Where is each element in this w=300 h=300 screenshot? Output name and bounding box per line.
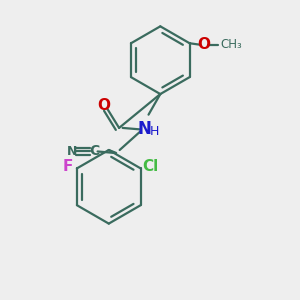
- Text: H: H: [150, 125, 159, 138]
- Text: Cl: Cl: [142, 158, 158, 173]
- Text: O: O: [197, 37, 210, 52]
- Text: N: N: [137, 120, 151, 138]
- Text: N: N: [67, 145, 77, 158]
- Text: O: O: [97, 98, 110, 113]
- Text: CH₃: CH₃: [220, 38, 242, 51]
- Text: F: F: [63, 158, 73, 173]
- Text: C: C: [89, 145, 99, 158]
